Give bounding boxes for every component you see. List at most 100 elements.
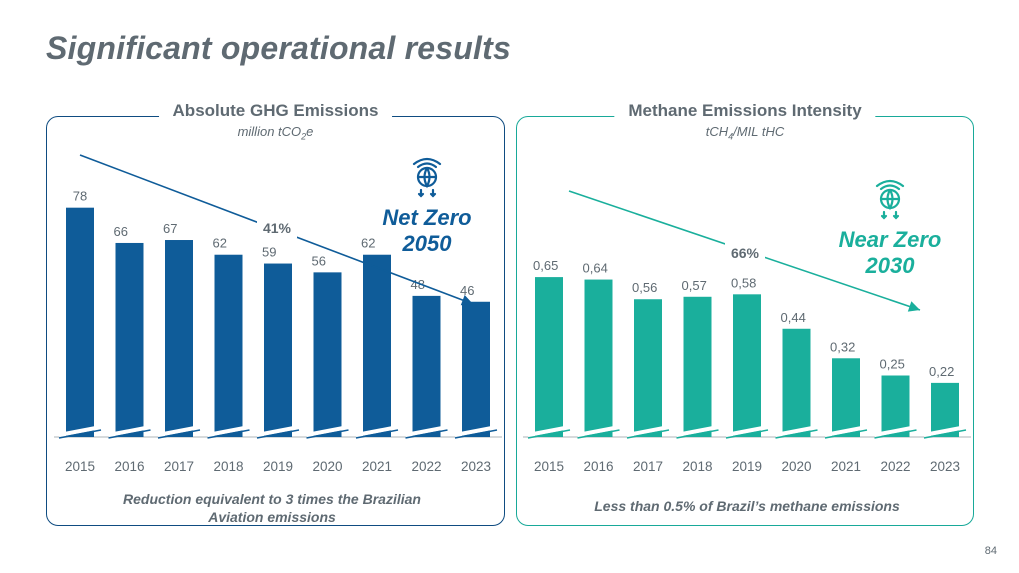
methane-trend-arrowhead <box>907 301 920 312</box>
methane-break-gap-2019 <box>725 425 769 437</box>
methane-break-gap-2020 <box>775 425 818 437</box>
ghg-tick-label-2020: 2020 <box>312 459 342 474</box>
ghg-value-label-2015: 78 <box>73 189 87 204</box>
methane-tick-label-2017: 2017 <box>633 459 663 474</box>
ghg-emissions-panel: Absolute GHG Emissions million tCO2e Net… <box>46 101 505 526</box>
methane-panel-unit: tCH4/MIL tHC <box>705 124 785 142</box>
methane-break-line-2023 <box>923 429 967 439</box>
methane-bar-2022 <box>881 375 910 437</box>
ghg-break-gap-2020 <box>306 425 349 437</box>
methane-value-label-2020: 0,44 <box>781 310 806 325</box>
methane-break-line-2019 <box>725 429 769 439</box>
ghg-value-label-2019: 59 <box>262 245 276 260</box>
methane-break-line-2020 <box>775 429 818 439</box>
ghg-break-gap-2018 <box>207 425 250 437</box>
methane-reduction-bg <box>725 243 765 263</box>
ghg-reduction-label: 41% <box>263 220 292 236</box>
methane-bar-2018 <box>683 296 712 437</box>
methane-value-label-2018: 0,57 <box>682 278 707 293</box>
ghg-break-gap-2016 <box>108 425 151 437</box>
methane-tick-label-2021: 2021 <box>831 459 861 474</box>
methane-break-gap-2021 <box>824 425 868 437</box>
page-number: 84 <box>984 545 997 557</box>
ghg-tick-label-2018: 2018 <box>213 459 243 474</box>
methane-break-gap-2017 <box>626 425 670 437</box>
ghg-tick-label-2019: 2019 <box>263 459 293 474</box>
methane-break-gap-2016 <box>577 425 620 437</box>
methane-value-label-2017: 0,56 <box>632 280 657 295</box>
methane-bar-2021 <box>832 358 860 437</box>
ghg-break-line-2017 <box>157 429 201 439</box>
ghg-footnote: Reduction equivalent to 3 times the Braz… <box>123 491 421 525</box>
ghg-break-line-2016 <box>108 429 151 439</box>
ghg-bar-2018 <box>214 254 243 437</box>
methane-break-gap-2023 <box>923 425 967 437</box>
page-title: Significant operational results <box>46 30 511 66</box>
ghg-break-line-2021 <box>355 429 399 439</box>
globe-icon <box>875 179 905 220</box>
methane-break-gap-2022 <box>874 425 917 437</box>
ghg-reduction-bg <box>257 218 297 238</box>
methane-break-line-2022 <box>874 429 917 439</box>
ghg-panel-header: Absolute GHG Emissions million tCO2e <box>158 101 393 142</box>
methane-break-gap-2018 <box>676 425 719 437</box>
net-zero-badge: Net Zero 2050 <box>367 155 487 257</box>
methane-reduction-label: 66% <box>731 245 760 261</box>
ghg-value-label-2018: 62 <box>213 236 227 251</box>
methane-bar-2019 <box>733 294 761 437</box>
ghg-break-gap-2021 <box>355 425 399 437</box>
ghg-value-label-2022: 48 <box>411 277 425 292</box>
ghg-break-gap-2017 <box>157 425 201 437</box>
ghg-tick-label-2015: 2015 <box>65 459 95 474</box>
near-zero-label: Near Zero <box>838 227 942 252</box>
ghg-bar-2023 <box>462 301 490 437</box>
ghg-break-line-2015 <box>58 429 102 439</box>
ghg-break-line-2020 <box>306 429 349 439</box>
methane-bar-2017 <box>634 299 662 437</box>
methane-value-label-2016: 0,64 <box>583 261 608 276</box>
ghg-panel-title: Absolute GHG Emissions <box>172 101 379 120</box>
ghg-bar-2022 <box>412 295 441 437</box>
net-zero-year: 2050 <box>402 231 452 256</box>
methane-bar-2020 <box>782 328 811 437</box>
methane-footnote: Less than 0.5% of Brazil’s methane emiss… <box>594 498 900 514</box>
methane-panel-title: Methane Emissions Intensity <box>628 101 862 120</box>
net-zero-label: Net Zero <box>382 205 472 230</box>
ghg-bar-2015 <box>66 207 94 437</box>
ghg-break-line-2019 <box>256 429 300 439</box>
methane-break-line-2018 <box>676 429 719 439</box>
methane-tick-label-2015: 2015 <box>534 459 564 474</box>
methane-value-label-2022: 0,25 <box>880 357 905 372</box>
ghg-tick-label-2022: 2022 <box>411 459 441 474</box>
ghg-break-gap-2023 <box>454 425 498 437</box>
ghg-value-label-2016: 66 <box>114 224 128 239</box>
ghg-trend-arrowhead <box>460 294 473 306</box>
ghg-break-line-2023 <box>454 429 498 439</box>
methane-intensity-panel: Methane Emissions Intensity tCH4/MIL tHC… <box>516 101 974 526</box>
methane-break-line-2016 <box>577 429 620 439</box>
methane-value-label-2023: 0,22 <box>929 364 954 379</box>
methane-break-line-2021 <box>824 429 868 439</box>
ghg-value-label-2020: 56 <box>312 253 326 268</box>
methane-tick-label-2018: 2018 <box>682 459 712 474</box>
ghg-bar-2016 <box>115 242 144 437</box>
ghg-bar-2020 <box>313 272 342 437</box>
near-zero-badge: Near Zero 2030 <box>830 177 950 279</box>
methane-tick-label-2019: 2019 <box>732 459 762 474</box>
methane-tick-label-2023: 2023 <box>930 459 960 474</box>
ghg-break-line-2018 <box>207 429 250 439</box>
ghg-tick-label-2023: 2023 <box>461 459 491 474</box>
methane-tick-label-2016: 2016 <box>583 459 613 474</box>
methane-value-label-2019: 0,58 <box>731 275 756 290</box>
ghg-tick-label-2021: 2021 <box>362 459 392 474</box>
methane-tick-label-2022: 2022 <box>880 459 910 474</box>
methane-tick-label-2020: 2020 <box>781 459 811 474</box>
ghg-break-gap-2015 <box>58 425 102 437</box>
methane-panel-header: Methane Emissions Intensity tCH4/MIL tHC <box>614 101 876 142</box>
ghg-tick-label-2016: 2016 <box>114 459 144 474</box>
ghg-break-gap-2022 <box>405 425 448 437</box>
ghg-bar-2021 <box>363 254 391 437</box>
ghg-value-label-2017: 67 <box>163 221 177 236</box>
near-zero-year: 2030 <box>865 253 915 278</box>
